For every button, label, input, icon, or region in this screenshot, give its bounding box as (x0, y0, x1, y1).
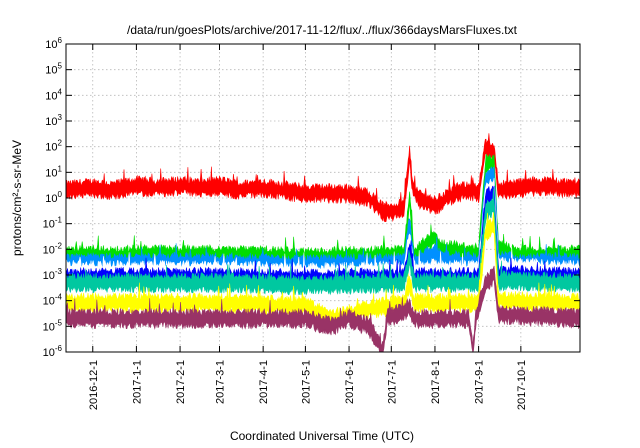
y-tick-label: 10-6 (43, 344, 63, 359)
y-tick-label: 103 (45, 113, 62, 128)
x-tick-label: 2017-2-1 (175, 360, 187, 404)
series-group (65, 133, 581, 353)
y-tick-label: 106 (45, 36, 62, 51)
x-tick-label: 2017-4-1 (258, 360, 270, 404)
y-tick-label: 10-3 (43, 267, 63, 282)
x-tick-label: 2017-6-1 (344, 360, 356, 404)
y-tick-label: 10-2 (43, 241, 63, 256)
x-tick-label: 2017-7-1 (386, 360, 398, 404)
x-axis: 2016-12-1 2017-1-1 2017-2-1 2017-3-1 2017-4-… (88, 44, 528, 410)
y-tick-label: 104 (45, 87, 62, 102)
y-tick-label: 102 (45, 139, 62, 154)
x-tick-label: 2017-10-1 (516, 360, 528, 410)
y-tick-label: 105 (45, 62, 62, 77)
y-tick-label: 10-5 (43, 318, 63, 333)
x-axis-label: Coordinated Universal Time (UTC) (230, 429, 414, 443)
x-tick-label: 2016-12-1 (88, 360, 100, 410)
y-tick-label: 101 (45, 164, 62, 179)
series-trace (65, 153, 581, 268)
x-tick-label: 2017-8-1 (430, 360, 442, 404)
y-axis: 10-6 10-5 10-4 10-3 10-2 10-1 100 101 102 103 104 1… (43, 36, 580, 359)
x-tick-label: 2017-5-1 (300, 360, 312, 404)
x-tick-label: 2017-1-1 (131, 360, 143, 404)
y-tick-label: 100 (45, 190, 62, 205)
x-tick-label: 2017-9-1 (474, 360, 486, 404)
y-axis-label: protons/cm²-s-sr-MeV (10, 140, 24, 256)
x-tick-label: 2017-3-1 (214, 360, 226, 404)
y-tick-label: 10-1 (43, 216, 63, 231)
chart-title: /data/run/goesPlots/archive/2017-11-12/f… (127, 23, 518, 37)
y-tick-label: 10-4 (43, 293, 63, 308)
